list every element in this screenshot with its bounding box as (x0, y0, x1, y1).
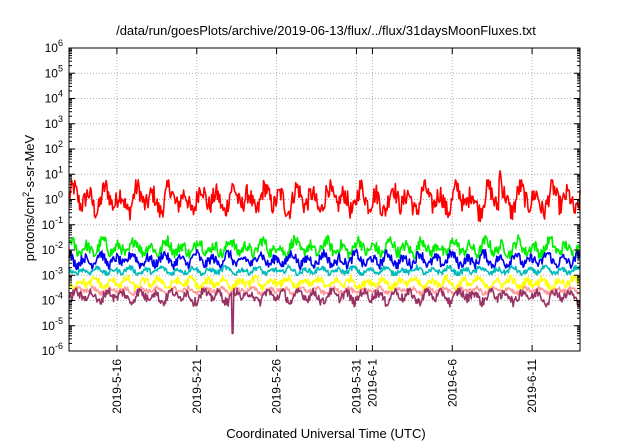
y-tick-label: 10-2 (42, 240, 63, 257)
series-line (68, 170, 581, 223)
y-tick-label: 102 (45, 139, 63, 156)
y-tick-label: 10-5 (42, 316, 63, 333)
y-tick-label: 105 (45, 63, 63, 80)
y-tick-label: 10-6 (42, 341, 63, 358)
y-axis-label-rest: -s-sr-MeV (22, 134, 37, 191)
y-tick-label: 10-1 (42, 215, 63, 232)
series-line (68, 264, 581, 277)
x-tick-label: 2019-5-31 (349, 359, 363, 414)
x-tick-label: 2019-6-1 (365, 359, 379, 407)
x-tick-label: 2019-6-11 (525, 359, 539, 413)
y-tick-label: 10-4 (42, 291, 63, 308)
chart-title: /data/run/goesPlots/archive/2019-06-13/f… (116, 23, 536, 38)
x-tick-label: 2019-5-21 (190, 359, 204, 414)
series-line (68, 285, 581, 297)
axis-ticks: 10-6 10-5 10-4 10-3 10-2 10-1 100 101 102 103 104 1… (42, 38, 580, 414)
series-line (68, 234, 581, 261)
y-axis-label: protons/cm2-s-sr-MeV (21, 134, 37, 261)
y-tick-label: 100 (45, 190, 63, 207)
y-axis-label-main: protons/cm (22, 197, 37, 261)
series-line (68, 248, 581, 271)
y-tick-label: 101 (45, 164, 63, 181)
series-line (68, 274, 581, 293)
y-tick-label: 10-3 (42, 265, 63, 282)
series-line (68, 287, 581, 335)
x-tick-label: 2019-5-26 (270, 359, 284, 414)
y-tick-label: 103 (45, 114, 63, 131)
x-axis-label: Coordinated Universal Time (UTC) (226, 426, 425, 441)
y-tick-label: 104 (45, 89, 63, 106)
y-axis-label-sup: 2 (21, 192, 31, 197)
series-group (68, 170, 581, 335)
y-tick-label: 106 (45, 38, 63, 55)
x-tick-label: 2019-6-6 (445, 359, 459, 407)
x-tick-label: 2019-5-16 (110, 359, 124, 414)
